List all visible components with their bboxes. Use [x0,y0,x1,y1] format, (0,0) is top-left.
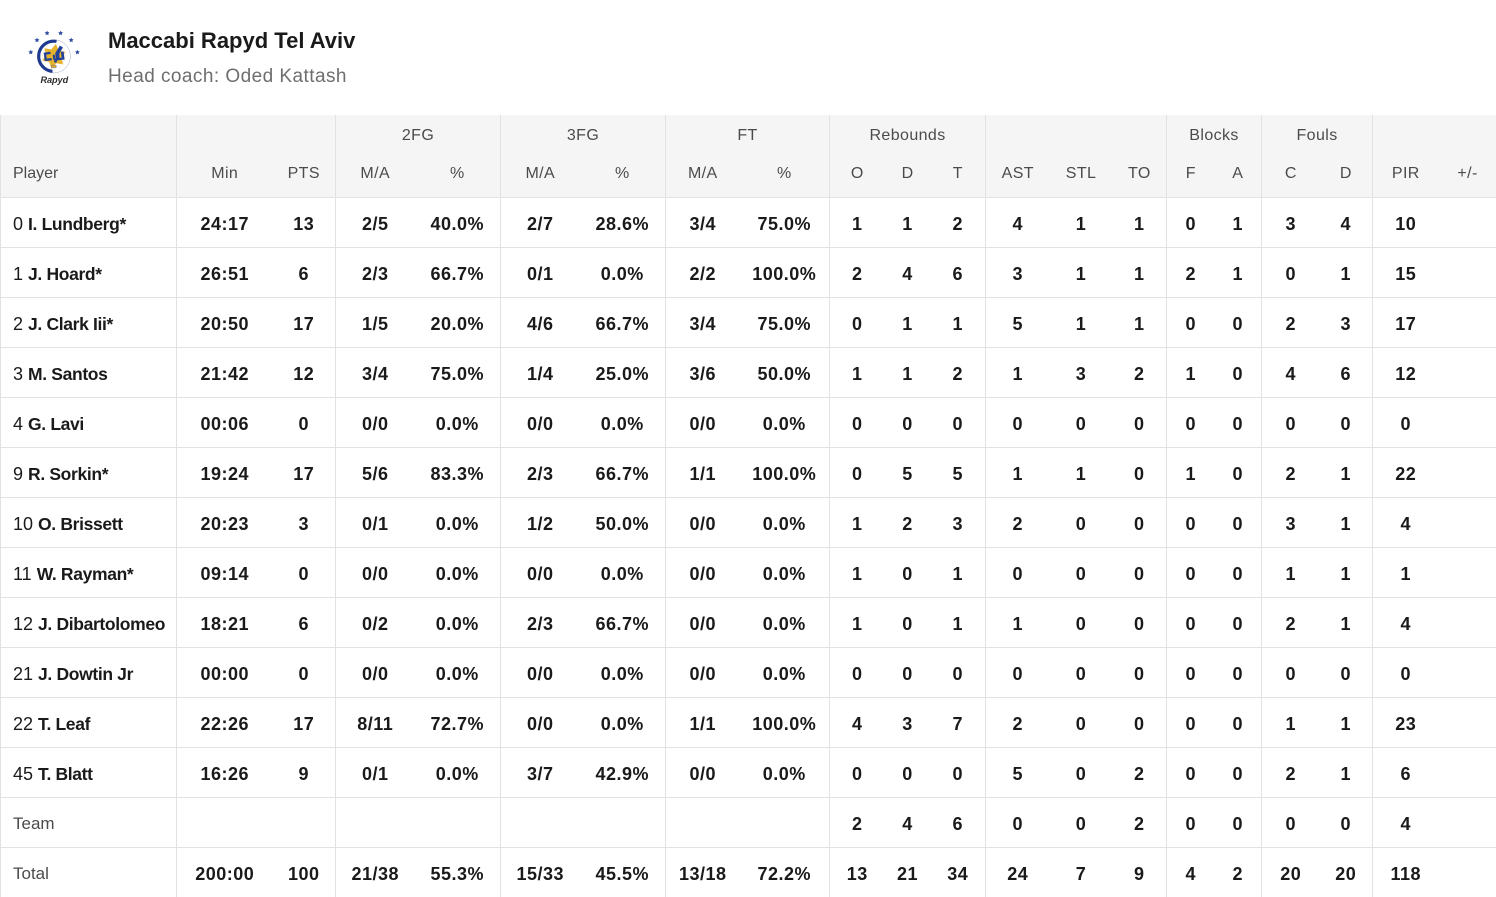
svg-text:Rapyd: Rapyd [41,75,69,85]
